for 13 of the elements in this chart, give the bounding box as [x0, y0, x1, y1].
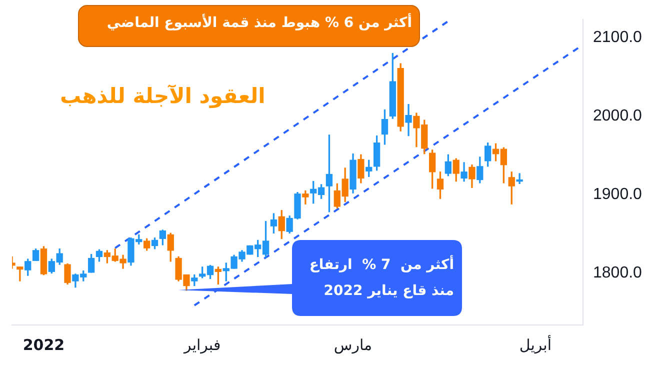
annotation: أكثر من 7 % ارتفاع منذ قاع يناير 2022: [308, 254, 455, 301]
x-tick-label: مارس: [334, 336, 372, 354]
candlestick: [516, 173, 523, 184]
text: العقود الآجلة للذهب: [60, 84, 266, 108]
x-tick-label: أبريل: [519, 334, 552, 354]
y-tick-label: 1900.0: [593, 186, 642, 204]
y-tick-label: 1800.0: [593, 264, 642, 282]
x-tick-label: فبراير: [183, 336, 221, 354]
candlestick: [16, 266, 24, 282]
y-tick-label: 2100.0: [593, 29, 642, 46]
y-tick-label: 2000.0: [593, 108, 642, 125]
candlestick: [405, 104, 412, 136]
x-tick-label: 2022: [22, 336, 65, 354]
